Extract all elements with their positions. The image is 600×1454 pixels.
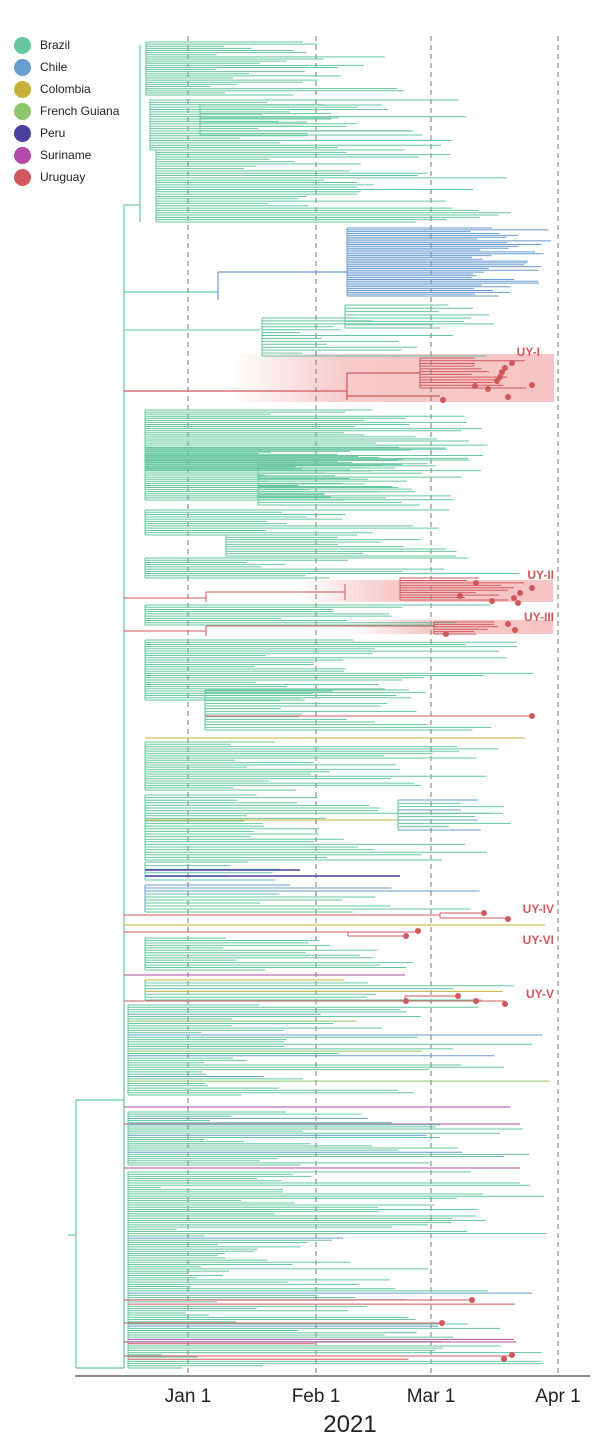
uruguay-tip [469,1297,475,1303]
uruguay-tip [473,580,479,586]
legend-item-peru: Peru [14,122,119,144]
uruguay-tip [505,394,511,400]
tick-label-mar: Mar 1 [407,1386,456,1407]
uruguay-tip [517,590,523,596]
legend-item-uruguay: Uruguay [14,166,119,188]
legend-dot-icon [14,146,31,164]
uruguay-tip [512,627,518,633]
uruguay-tip [481,910,487,916]
uruguay-tip [502,1001,508,1007]
legend-label: Uruguay [40,170,86,184]
uruguay-tip [489,598,495,604]
legend-item-colombia: Colombia [14,78,119,100]
tick-label-feb: Feb 1 [292,1386,341,1407]
uruguay-tip-markers [403,360,535,1362]
country-legend: Brazil Chile Colombia French Guiana Peru… [14,34,119,188]
legend-dot-icon [14,80,31,98]
legend-dot-icon [14,124,31,142]
uruguay-tip [515,600,521,606]
uruguay-tip [440,397,446,403]
legend-label: Suriname [40,148,92,162]
clade-label-uy-ii: UY-II [527,568,554,582]
clade-label-uy-i: UY-I [517,345,540,359]
uruguay-tip [494,378,500,384]
uruguay-tip [403,998,409,1004]
legend-dot-icon [14,58,31,76]
uruguay-tip [499,369,505,375]
clade-label-uy-iii: UY-III [524,610,554,624]
uruguay-tip [403,933,409,939]
uruguay-tip [529,382,535,388]
uruguay-tip [509,360,515,366]
legend-label: Colombia [40,82,91,96]
clade-labels: UY-I UY-II UY-III UY-IV UY-VI UY-V [517,345,554,1001]
clade-label-uy-v: UY-V [526,987,554,1001]
clade-label-uy-iv: UY-IV [523,902,554,916]
clade-label-uy-vi: UY-VI [523,933,554,947]
uruguay-tip [455,993,461,999]
uruguay-tip [443,631,449,637]
axis-year-label: 2021 [323,1411,376,1438]
uruguay-tip [485,386,491,392]
legend-label: Peru [40,126,66,140]
uruguay-tip [505,621,511,627]
legend-dot-icon [14,102,31,120]
uruguay-tip [509,1352,515,1358]
uruguay-tip [473,998,479,1004]
uruguay-tip [505,916,511,922]
legend-label: Chile [40,60,68,74]
legend-label: French Guiana [40,104,120,118]
uruguay-tip [457,593,463,599]
uruguay-tip [439,1320,445,1326]
tree-branches [68,41,552,1369]
tick-label-jan: Jan 1 [165,1386,211,1407]
legend-item-brazil: Brazil [14,34,119,56]
uruguay-tip [511,595,517,601]
uruguay-tip [529,585,535,591]
legend-item-suriname: Suriname [14,144,119,166]
legend-label: Brazil [40,38,71,52]
uruguay-tip [529,713,535,719]
legend-item-chile: Chile [14,56,119,78]
legend-dot-icon [14,36,31,54]
legend-dot-icon [14,168,31,186]
legend-item-french-guiana: French Guiana [14,100,119,122]
uruguay-tip [415,928,421,934]
uruguay-tip [501,1356,507,1362]
uruguay-tip [472,383,478,389]
tick-label-apr: Apr 1 [535,1386,580,1407]
